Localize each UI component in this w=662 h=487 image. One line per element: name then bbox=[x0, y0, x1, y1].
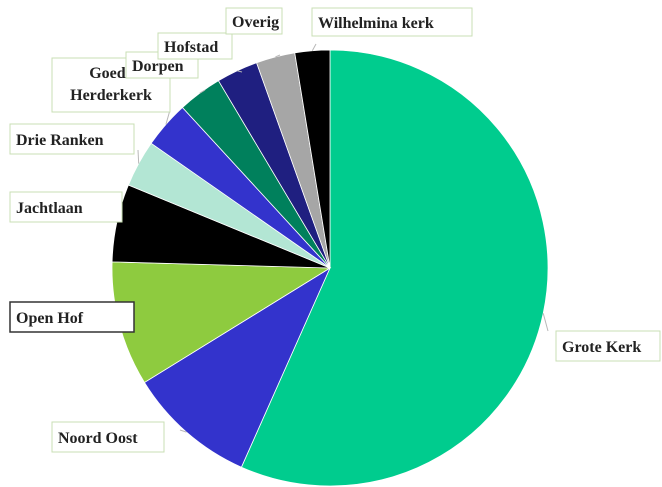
label-box bbox=[51, 421, 165, 453]
label-text: Wilhelmina kerk bbox=[318, 15, 434, 32]
label-text: Noord Oost bbox=[58, 430, 138, 447]
label-text: Goede bbox=[89, 65, 133, 82]
pie-slice-noord-oost bbox=[143, 266, 331, 468]
label-text: Open Hof bbox=[16, 310, 84, 327]
label-text: Jachtlaan bbox=[16, 200, 83, 217]
label-text: Dorpen bbox=[132, 58, 184, 75]
slice-label-noord-oost: Noord Oost bbox=[51, 421, 165, 453]
leader-line bbox=[137, 149, 140, 164]
slice-label-wilhelmina-kerk: Wilhelmina kerk bbox=[311, 7, 473, 37]
label-box bbox=[9, 191, 123, 223]
label-box bbox=[157, 32, 233, 60]
leader-line bbox=[311, 43, 317, 51]
slice-label-jachtlaan: Jachtlaan bbox=[9, 191, 123, 223]
slice-label-grote-kerk: Grote Kerk bbox=[555, 330, 661, 362]
slice-label-overig: Overig bbox=[225, 7, 283, 35]
pie-slice-grote-kerk bbox=[240, 49, 549, 487]
label-text: Drie Ranken bbox=[16, 132, 104, 149]
label-text: Hofstad bbox=[164, 39, 218, 56]
label-text: Overig bbox=[232, 14, 279, 31]
leader-line bbox=[275, 54, 281, 58]
label-text: Herderkerk bbox=[70, 87, 152, 104]
slice-label-drie-ranken: Drie Ranken bbox=[9, 123, 135, 155]
label-box bbox=[9, 301, 135, 333]
label-box bbox=[9, 123, 135, 155]
label-box bbox=[225, 7, 283, 35]
pie-slices bbox=[111, 49, 549, 487]
slice-labels: Grote Kerk Noord Oost Open Hof Jachtlaan Dri… bbox=[9, 7, 661, 453]
slice-label-hofstad: Hofstad bbox=[157, 32, 233, 60]
pie-slice-wilhelmina-kerk bbox=[294, 49, 331, 269]
label-box bbox=[311, 7, 473, 37]
leader-line bbox=[199, 89, 206, 94]
leader-line bbox=[179, 429, 187, 433]
leader-line bbox=[236, 70, 243, 73]
label-text: Grote Kerk bbox=[562, 339, 641, 356]
leader-line bbox=[542, 313, 549, 332]
label-box bbox=[555, 330, 661, 362]
slice-label-open-hof: Open Hof bbox=[9, 301, 135, 333]
